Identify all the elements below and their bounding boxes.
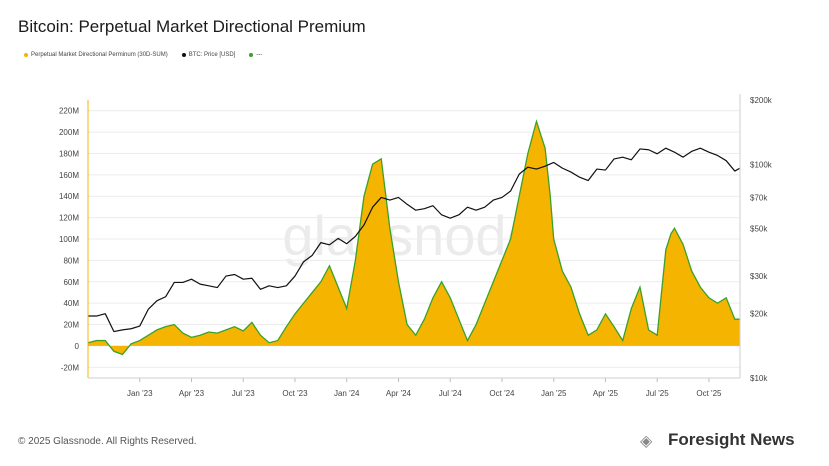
y-left-tick-label: 120M xyxy=(59,214,79,223)
y-right-tick-label: $100k xyxy=(750,160,773,169)
x-tick-label: Jan '23 xyxy=(127,389,153,398)
axes: -20M 0 20M 40M 60M 80M 100M 120M 140M 160M 180M 200… xyxy=(59,94,773,398)
y-left-tick-label: 140M xyxy=(59,192,79,201)
btc-price-line xyxy=(88,147,741,333)
y-left-tick-label: 100M xyxy=(59,235,79,244)
y-right-tick-label: $30k xyxy=(750,272,768,281)
plot-area xyxy=(87,119,741,356)
x-tick-label: Jul '24 xyxy=(439,389,462,398)
copyright: © 2025 Glassnode. All Rights Reserved. xyxy=(18,436,197,447)
y-left-tick-label: 220M xyxy=(59,107,79,116)
premium-outline xyxy=(87,119,740,356)
legend-item-price[interactable]: BTC: Price [USD] xyxy=(181,52,236,58)
legend-swatch-price xyxy=(181,53,186,57)
y-left-tick-label: 200M xyxy=(59,128,79,137)
x-tick-label: Jul '25 xyxy=(646,389,669,398)
y-right-tick-label: $70k xyxy=(750,193,768,202)
legend: Perpetual Market Directional Perminum (3… xyxy=(24,52,262,58)
x-tick-label: Jul '23 xyxy=(232,389,255,398)
legend-item-third[interactable]: --- xyxy=(249,52,262,58)
x-tick-label: Oct '24 xyxy=(489,389,515,398)
x-tick-label: Jan '24 xyxy=(334,389,360,398)
legend-label-third: --- xyxy=(256,52,263,58)
y-left-tick-label: 180M xyxy=(59,149,79,158)
x-tick-label: Apr '24 xyxy=(386,389,412,398)
premium-area xyxy=(88,121,740,355)
y-right-tick-label: $50k xyxy=(750,225,768,234)
y-left-tick-label: 160M xyxy=(59,171,79,180)
x-tick-label: Oct '23 xyxy=(282,389,308,398)
y-right-tick-label: $200k xyxy=(750,96,773,105)
legend-label-price: BTC: Price [USD] xyxy=(188,52,236,58)
y-left-tick-label: 40M xyxy=(63,299,79,308)
legend-swatch-third xyxy=(249,53,254,57)
watermark: glassnode xyxy=(282,204,537,267)
x-tick-label: Apr '25 xyxy=(593,389,619,398)
y-left-tick-label: 0 xyxy=(75,342,80,351)
y-left-tick-label: 80M xyxy=(63,256,79,265)
legend-swatch-premium xyxy=(24,53,28,57)
brand-name: Foresight News xyxy=(668,430,795,449)
x-tick-label: Jan '25 xyxy=(541,389,567,398)
x-tick-label: Oct '25 xyxy=(696,389,722,398)
y-left-tick-label: 20M xyxy=(63,321,79,330)
legend-label-premium: Perpetual Market Directional Perminum (3… xyxy=(31,52,168,58)
y-left-tick-label: -20M xyxy=(61,363,80,372)
y-right-tick-label: $10k xyxy=(750,374,768,383)
y-right-tick-label: $20k xyxy=(750,310,768,319)
x-tick-label: Apr '23 xyxy=(179,389,205,398)
legend-item-premium[interactable]: Perpetual Market Directional Perminum (3… xyxy=(24,52,168,58)
y-left-tick-label: 60M xyxy=(63,278,79,287)
chart-title: Bitcoin: Perpetual Market Directional Pr… xyxy=(18,17,366,36)
brand-logo-icon: ◈ xyxy=(640,433,653,450)
